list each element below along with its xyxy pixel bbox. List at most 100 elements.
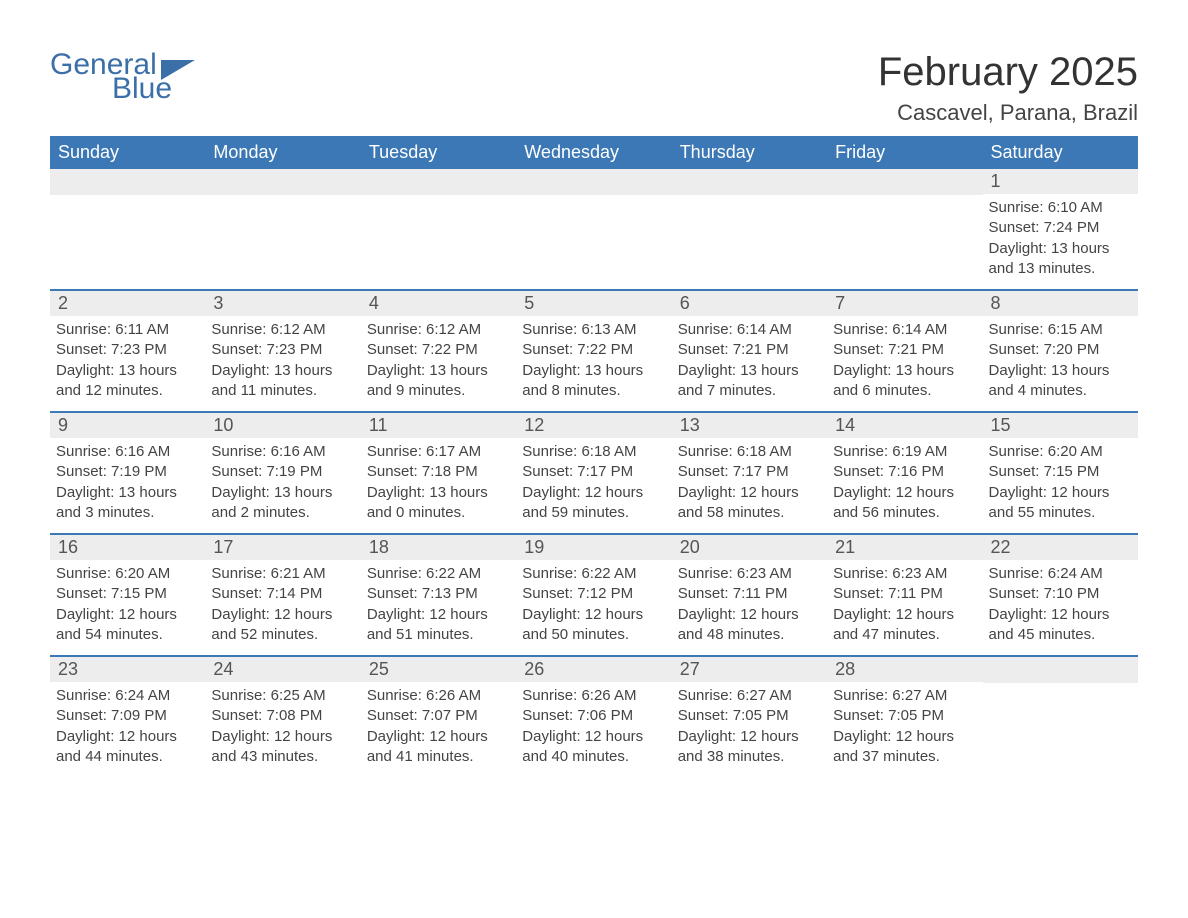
day-number: 24 (205, 657, 360, 682)
day-number: 6 (672, 291, 827, 316)
daylight-line: Daylight: 12 hours and 56 minutes. (833, 483, 976, 524)
calendar-cell: 27Sunrise: 6:27 AMSunset: 7:05 PMDayligh… (672, 657, 827, 777)
calendar-cell: 13Sunrise: 6:18 AMSunset: 7:17 PMDayligh… (672, 413, 827, 533)
daylight-line: Daylight: 12 hours and 55 minutes. (989, 483, 1132, 524)
day-number: 3 (205, 291, 360, 316)
day-info: Sunrise: 6:24 AMSunset: 7:09 PMDaylight:… (56, 686, 199, 767)
calendar-cell: 19 Sunrise: 6:22 AMSunset: 7:12 PMDayligh… (516, 535, 671, 655)
daylight-line: Daylight: 13 hours and 2 minutes. (211, 483, 354, 524)
sunset-line: Sunset: 7:17 PM (678, 462, 821, 482)
sunset-line: Sunset: 7:23 PM (211, 340, 354, 360)
calendar-cell: 23Sunrise: 6:24 AMSunset: 7:09 PMDayligh… (50, 657, 205, 777)
sunrise-line: Sunrise: 6:23 AM (678, 564, 821, 584)
day-info: Sunrise: 6:26 AMSunset: 7:06 PMDaylight:… (522, 686, 665, 767)
day-number: 15 (983, 413, 1138, 438)
calendar-cell: 20 Sunrise: 6:23 AMSunset: 7:11 PMDayligh… (672, 535, 827, 655)
calendar-cell: 9 Sunrise: 6:16 AMSunset: 7:19 PMDaylight… (50, 413, 205, 533)
calendar-cell-empty (983, 657, 1138, 777)
day-info: Sunrise: 6:15 AMSunset: 7:20 PMDaylight:… (989, 320, 1132, 401)
day-number: 9 (50, 413, 205, 438)
calendar-cell-empty (672, 169, 827, 289)
day-info: Sunrise: 6:24 AMSunset: 7:10 PMDaylight:… (989, 564, 1132, 645)
daylight-line: Daylight: 13 hours and 3 minutes. (56, 483, 199, 524)
calendar-week: 1Sunrise: 6:10 AMSunset: 7:24 PMDaylight… (50, 169, 1138, 289)
sunrise-line: Sunrise: 6:20 AM (989, 442, 1132, 462)
daylight-line: Daylight: 12 hours and 47 minutes. (833, 605, 976, 646)
calendar-cell-empty (205, 169, 360, 289)
sunset-line: Sunset: 7:06 PM (522, 706, 665, 726)
sunrise-line: Sunrise: 6:21 AM (211, 564, 354, 584)
calendar-week: 16Sunrise: 6:20 AMSunset: 7:15 PMDayligh… (50, 533, 1138, 655)
page-title: February 2025 (878, 50, 1138, 94)
sunset-line: Sunset: 7:05 PM (678, 706, 821, 726)
calendar-cell-empty (361, 169, 516, 289)
sunrise-line: Sunrise: 6:24 AM (56, 686, 199, 706)
calendar-cell: 10 Sunrise: 6:16 AMSunset: 7:19 PMDayligh… (205, 413, 360, 533)
day-number (361, 169, 516, 195)
calendar-cell: 4Sunrise: 6:12 AMSunset: 7:22 PMDaylight… (361, 291, 516, 411)
calendar-cell-empty (827, 169, 982, 289)
day-number: 4 (361, 291, 516, 316)
day-number (983, 657, 1138, 683)
sunrise-line: Sunrise: 6:22 AM (522, 564, 665, 584)
day-number: 20 (672, 535, 827, 560)
day-info: Sunrise: 6:25 AMSunset: 7:08 PMDaylight:… (211, 686, 354, 767)
calendar-cell: 8Sunrise: 6:15 AMSunset: 7:20 PMDaylight… (983, 291, 1138, 411)
daylight-line: Daylight: 13 hours and 7 minutes. (678, 361, 821, 402)
day-number: 21 (827, 535, 982, 560)
day-number: 2 (50, 291, 205, 316)
daylight-line: Daylight: 12 hours and 43 minutes. (211, 727, 354, 768)
day-number: 10 (205, 413, 360, 438)
calendar-cell: 14Sunrise: 6:19 AMSunset: 7:16 PMDayligh… (827, 413, 982, 533)
daylight-line: Daylight: 12 hours and 50 minutes. (522, 605, 665, 646)
sunset-line: Sunset: 7:09 PM (56, 706, 199, 726)
calendar-week: 23Sunrise: 6:24 AMSunset: 7:09 PMDayligh… (50, 655, 1138, 777)
sunset-line: Sunset: 7:22 PM (367, 340, 510, 360)
day-info: Sunrise: 6:26 AMSunset: 7:07 PMDaylight:… (367, 686, 510, 767)
day-number: 19 (516, 535, 671, 560)
day-header-cell: Monday (205, 136, 360, 169)
daylight-line: Daylight: 12 hours and 41 minutes. (367, 727, 510, 768)
day-info: Sunrise: 6:23 AMSunset: 7:11 PMDaylight:… (833, 564, 976, 645)
calendar-cell: 16Sunrise: 6:20 AMSunset: 7:15 PMDayligh… (50, 535, 205, 655)
sunrise-line: Sunrise: 6:18 AM (522, 442, 665, 462)
calendar-week: 2Sunrise: 6:11 AMSunset: 7:23 PMDaylight… (50, 289, 1138, 411)
day-info: Sunrise: 6:22 AMSunset: 7:12 PMDaylight:… (522, 564, 665, 645)
calendar-cell: 25 Sunrise: 6:26 AMSunset: 7:07 PMDayligh… (361, 657, 516, 777)
day-info: Sunrise: 6:14 AMSunset: 7:21 PMDaylight:… (678, 320, 821, 401)
day-info: Sunrise: 6:21 AMSunset: 7:14 PMDaylight:… (211, 564, 354, 645)
sunset-line: Sunset: 7:07 PM (367, 706, 510, 726)
sunrise-line: Sunrise: 6:16 AM (211, 442, 354, 462)
sunrise-line: Sunrise: 6:23 AM (833, 564, 976, 584)
sunset-line: Sunset: 7:19 PM (211, 462, 354, 482)
sunrise-line: Sunrise: 6:14 AM (833, 320, 976, 340)
day-number (516, 169, 671, 195)
sunset-line: Sunset: 7:21 PM (833, 340, 976, 360)
sunrise-line: Sunrise: 6:25 AM (211, 686, 354, 706)
sunrise-line: Sunrise: 6:14 AM (678, 320, 821, 340)
daylight-line: Daylight: 12 hours and 38 minutes. (678, 727, 821, 768)
sunset-line: Sunset: 7:15 PM (989, 462, 1132, 482)
day-number: 25 (361, 657, 516, 682)
sunset-line: Sunset: 7:13 PM (367, 584, 510, 604)
sunrise-line: Sunrise: 6:18 AM (678, 442, 821, 462)
sunset-line: Sunset: 7:16 PM (833, 462, 976, 482)
daylight-line: Daylight: 12 hours and 48 minutes. (678, 605, 821, 646)
sunset-line: Sunset: 7:11 PM (678, 584, 821, 604)
calendar-cell: 18Sunrise: 6:22 AMSunset: 7:13 PMDayligh… (361, 535, 516, 655)
day-info: Sunrise: 6:20 AMSunset: 7:15 PMDaylight:… (989, 442, 1132, 523)
day-info: Sunrise: 6:16 AMSunset: 7:19 PMDaylight:… (56, 442, 199, 523)
daylight-line: Daylight: 13 hours and 9 minutes. (367, 361, 510, 402)
day-number: 7 (827, 291, 982, 316)
day-info: Sunrise: 6:14 AMSunset: 7:21 PMDaylight:… (833, 320, 976, 401)
sunrise-line: Sunrise: 6:26 AM (522, 686, 665, 706)
day-number: 16 (50, 535, 205, 560)
sunset-line: Sunset: 7:10 PM (989, 584, 1132, 604)
logo-word-blue: Blue (112, 74, 172, 104)
day-number: 14 (827, 413, 982, 438)
day-number: 13 (672, 413, 827, 438)
day-info: Sunrise: 6:16 AMSunset: 7:19 PMDaylight:… (211, 442, 354, 523)
daylight-line: Daylight: 13 hours and 4 minutes. (989, 361, 1132, 402)
day-header-cell: Tuesday (361, 136, 516, 169)
day-info: Sunrise: 6:18 AMSunset: 7:17 PMDaylight:… (522, 442, 665, 523)
